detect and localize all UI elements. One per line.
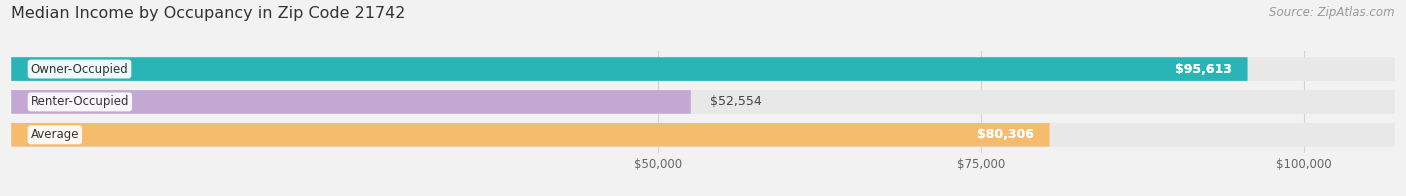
Text: $95,613: $95,613 xyxy=(1175,63,1232,75)
Text: Source: ZipAtlas.com: Source: ZipAtlas.com xyxy=(1270,6,1395,19)
FancyBboxPatch shape xyxy=(11,57,1247,81)
Text: $52,554: $52,554 xyxy=(710,95,762,108)
Text: Median Income by Occupancy in Zip Code 21742: Median Income by Occupancy in Zip Code 2… xyxy=(11,6,405,21)
Text: Renter-Occupied: Renter-Occupied xyxy=(31,95,129,108)
Text: $95,613: $95,613 xyxy=(1175,63,1232,75)
Text: $80,306: $80,306 xyxy=(977,128,1033,141)
FancyBboxPatch shape xyxy=(11,90,1395,114)
FancyBboxPatch shape xyxy=(11,57,1395,81)
Text: $80,306: $80,306 xyxy=(977,128,1033,141)
Text: Average: Average xyxy=(31,128,79,141)
FancyBboxPatch shape xyxy=(11,90,690,114)
FancyBboxPatch shape xyxy=(11,123,1050,147)
FancyBboxPatch shape xyxy=(11,123,1395,147)
Text: Owner-Occupied: Owner-Occupied xyxy=(31,63,128,75)
